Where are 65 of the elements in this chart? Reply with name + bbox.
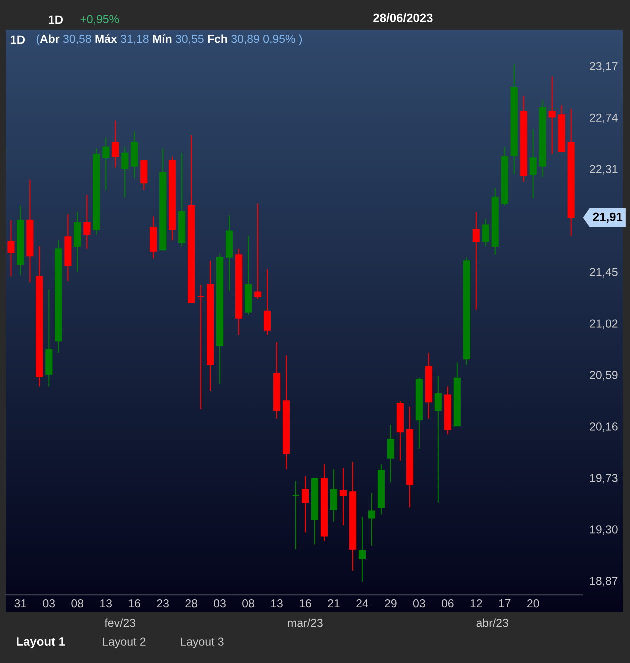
text: 1D <box>48 16 64 24</box>
text: 28/06/2023 <box>374 14 433 22</box>
text: fev/23 <box>104 618 136 628</box>
candlestick <box>340 468 347 526</box>
x-tick-label: 03 <box>413 600 426 608</box>
x-tick-label: 31 <box>14 600 26 608</box>
y-tick-label: 21,45 <box>590 268 618 278</box>
text: Layout 3 <box>181 638 224 648</box>
x-tick-label: 20 <box>528 600 540 608</box>
x-tick-label: 08 <box>242 600 254 608</box>
y-tick-label: 19,73 <box>590 474 618 484</box>
y-tick-label: 22,74 <box>590 114 618 124</box>
y-tick-label: 19,30 <box>590 526 618 536</box>
text: mar/23 <box>288 618 323 628</box>
x-tick-label: 24 <box>356 600 369 608</box>
text: 21,91 <box>593 212 623 224</box>
text: +0,95% <box>80 15 120 25</box>
y-tick-label: 20,16 <box>590 422 618 432</box>
x-tick-label: 13 <box>100 600 112 608</box>
chart-title: 1D <box>10 36 26 44</box>
candlestick <box>302 476 310 534</box>
x-tick-label: 03 <box>214 600 226 608</box>
text: Layout 1 <box>17 638 66 648</box>
candlestick <box>530 128 537 200</box>
y-tick-label: 18,87 <box>590 577 618 587</box>
candlestick <box>292 480 300 550</box>
candlestick <box>434 375 442 504</box>
candlestick <box>472 211 480 311</box>
x-tick-label: 16 <box>300 600 312 608</box>
candlestick <box>387 424 394 483</box>
text: (Abr 30,58 Máx 31,18 Mín 30,55 Fch 30,89 0,95% ) <box>36 34 302 46</box>
y-tick-label: 21,02 <box>590 320 618 330</box>
x-tick-label: 28 <box>186 600 198 608</box>
x-tick-label: 12 <box>470 600 482 608</box>
candlestick <box>482 218 490 248</box>
x-tick-label: 21 <box>328 600 340 608</box>
x-tick-label: 23 <box>157 600 169 608</box>
x-tick-label: 13 <box>271 600 283 608</box>
candlestick <box>8 220 15 278</box>
x-tick-label: 06 <box>442 600 454 608</box>
candlestick <box>84 194 91 250</box>
candlestick <box>254 203 262 300</box>
candlestick <box>368 492 376 546</box>
text: abr/23 <box>476 618 508 628</box>
x-tick-label: 29 <box>385 600 397 608</box>
candlestick <box>140 160 148 191</box>
candlestick <box>358 516 366 582</box>
candlestick <box>74 211 82 272</box>
y-tick-label: 22,31 <box>590 165 618 175</box>
candlestick <box>102 137 110 191</box>
x-tick-label: 03 <box>43 600 56 608</box>
y-tick-label: 20,59 <box>590 371 618 381</box>
candlestick <box>131 131 138 179</box>
x-tick-label: 17 <box>499 600 511 608</box>
candlestick <box>264 268 272 336</box>
text: Layout 2 <box>103 638 146 648</box>
x-tick-label: 08 <box>72 600 84 608</box>
candlestick <box>122 146 129 198</box>
candlestick <box>330 468 338 522</box>
candlestick <box>198 284 205 410</box>
candlestick <box>112 120 120 168</box>
candlestick <box>548 76 556 155</box>
x-tick-label: 16 <box>129 600 140 608</box>
candlestick <box>150 216 158 260</box>
y-tick-label: 23,17 <box>590 62 618 72</box>
